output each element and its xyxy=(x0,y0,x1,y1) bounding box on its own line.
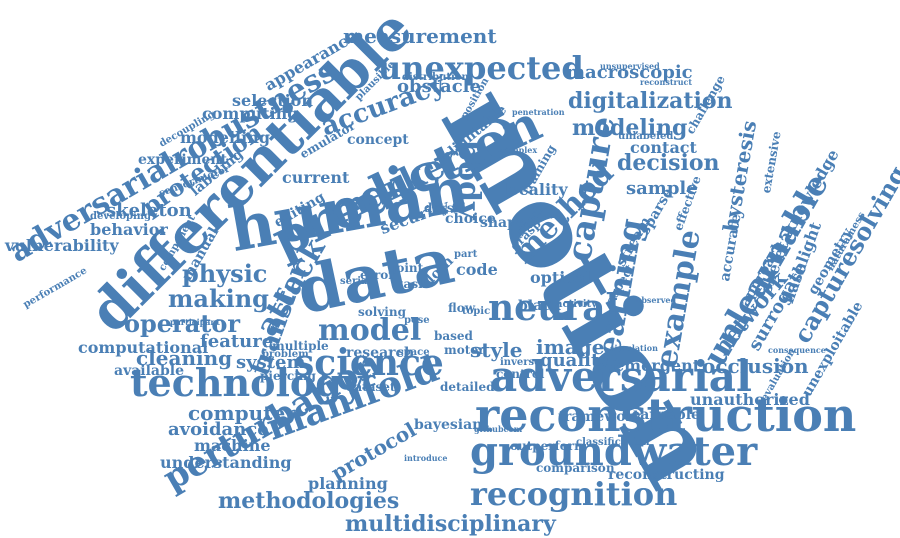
cloud-word: piercing xyxy=(260,369,316,383)
cloud-word: part xyxy=(454,249,478,260)
cloud-word: science xyxy=(294,342,444,384)
cloud-word: penetration xyxy=(512,107,565,117)
cloud-word: model xyxy=(318,313,422,348)
cloud-word: performance xyxy=(21,265,90,311)
cloud-word: serial xyxy=(340,276,372,287)
cloud-word: vulnerability xyxy=(5,236,119,255)
cloud-word: developing xyxy=(90,211,152,222)
cloud-word: bayesian xyxy=(414,417,483,433)
cloud-word: joint xyxy=(392,261,424,275)
cloud-word: code xyxy=(456,260,498,279)
cloud-word: behavior xyxy=(90,220,168,239)
cloud-word: experiment xyxy=(138,152,228,168)
cloud-word: contact xyxy=(630,138,697,157)
cloud-word: control xyxy=(496,367,545,381)
cloud-word: pose xyxy=(404,315,430,326)
cloud-word: neural xyxy=(488,287,620,329)
cloud-word: methodologies xyxy=(218,488,400,514)
cloud-word: understanding xyxy=(160,453,292,472)
cloud-word: reconstructing xyxy=(608,467,725,483)
cloud-word: unexpected xyxy=(378,49,584,87)
cloud-word: digitalization xyxy=(568,88,733,114)
cloud-word: research xyxy=(346,345,415,361)
cloud-word: topic xyxy=(462,306,491,317)
cloud-word: locality xyxy=(502,180,568,199)
cloud-word: observed xyxy=(636,295,677,305)
cloud-word: image xyxy=(536,335,605,359)
cloud-word: shape xyxy=(480,215,526,231)
cloud-word: based xyxy=(434,329,473,343)
cloud-word: physic xyxy=(182,259,268,288)
cloud-word: obstacle xyxy=(397,76,481,97)
cloud-word: introduce xyxy=(404,453,448,463)
cloud-word: extensive xyxy=(759,130,784,195)
cloud-word: available xyxy=(114,363,184,379)
cloud-word: making xyxy=(168,284,269,313)
cloud-word: solving xyxy=(358,305,406,319)
cloud-word: complex xyxy=(500,145,538,155)
cloud-word: feature xyxy=(200,331,274,352)
cloud-word: recognition xyxy=(470,475,678,513)
cloud-word: current xyxy=(282,168,350,187)
cloud-word: optical xyxy=(530,268,592,287)
cloud-word: avoidance xyxy=(168,419,269,440)
cloud-word: groundwater xyxy=(470,428,758,475)
cloud-word: machine xyxy=(194,436,271,455)
cloud-word: measurement xyxy=(343,24,497,48)
cloud-word: distribution xyxy=(402,72,469,83)
cloud-word: multiple xyxy=(272,339,329,353)
cloud-word: quality xyxy=(540,350,610,371)
cloud-word: planning xyxy=(308,474,388,493)
cloud-word: technology xyxy=(130,360,364,405)
cloud-word: concept xyxy=(347,132,409,148)
cloud-word: black xyxy=(518,298,561,314)
cloud-word: task xyxy=(398,277,427,291)
cloud-word: classification xyxy=(576,437,650,448)
cloud-word: reconstruct xyxy=(640,77,693,87)
cloud-word: skeleton xyxy=(106,200,192,221)
cloud-word: computational xyxy=(78,338,209,357)
cloud-word: framework xyxy=(558,409,643,425)
cloud-word: modeling xyxy=(572,115,688,141)
cloud-word: detailed xyxy=(440,380,495,394)
cloud-word: learnable xyxy=(626,407,700,423)
cloud-word: emergent xyxy=(614,356,701,375)
cloud-word: cleaning xyxy=(136,346,233,370)
cloud-word: style xyxy=(470,338,523,362)
cloud-word: unlabeled xyxy=(618,131,674,142)
cloud-word: operator xyxy=(124,309,240,338)
cloud-word: multidisciplinary xyxy=(345,511,556,537)
cloud-word: githubcom xyxy=(474,424,523,434)
cloud-word: dorsal xyxy=(424,201,466,215)
cloud-word: outperform xyxy=(510,439,587,453)
cloud-word: inverse xyxy=(500,357,541,368)
cloud-word: consequence xyxy=(768,345,826,355)
cloud-word: computing xyxy=(202,104,299,123)
cloud-word: space xyxy=(398,347,430,358)
cloud-word: macroscopic xyxy=(566,62,693,83)
cloud-word: modelling xyxy=(180,128,271,147)
cloud-word: unsupervised xyxy=(600,61,660,71)
cloud-word: activity xyxy=(556,299,598,310)
cloud-word: participant xyxy=(170,317,220,327)
cloud-word: comparison xyxy=(536,461,615,475)
cloud-word: unauthorized xyxy=(690,390,810,409)
cloud-word: problem xyxy=(262,349,309,360)
cloud-word: reconstruction xyxy=(475,388,857,442)
cloud-word: decision xyxy=(617,150,720,176)
cloud-word: error xyxy=(360,268,395,282)
cloud-word: simulation xyxy=(610,343,658,353)
cloud-word: sample xyxy=(626,178,698,199)
cloud-word: computer xyxy=(188,401,296,425)
cloud-word: system xyxy=(236,352,306,373)
cloud-word: selection xyxy=(232,91,313,110)
cloud-word: flow xyxy=(448,301,476,315)
cloud-word: adversarial xyxy=(490,352,752,401)
cloud-word: motor xyxy=(444,343,485,357)
cloud-word: dataset xyxy=(346,380,396,394)
cloud-word: occlusion xyxy=(702,354,809,378)
cloud-word: choice xyxy=(445,211,496,227)
